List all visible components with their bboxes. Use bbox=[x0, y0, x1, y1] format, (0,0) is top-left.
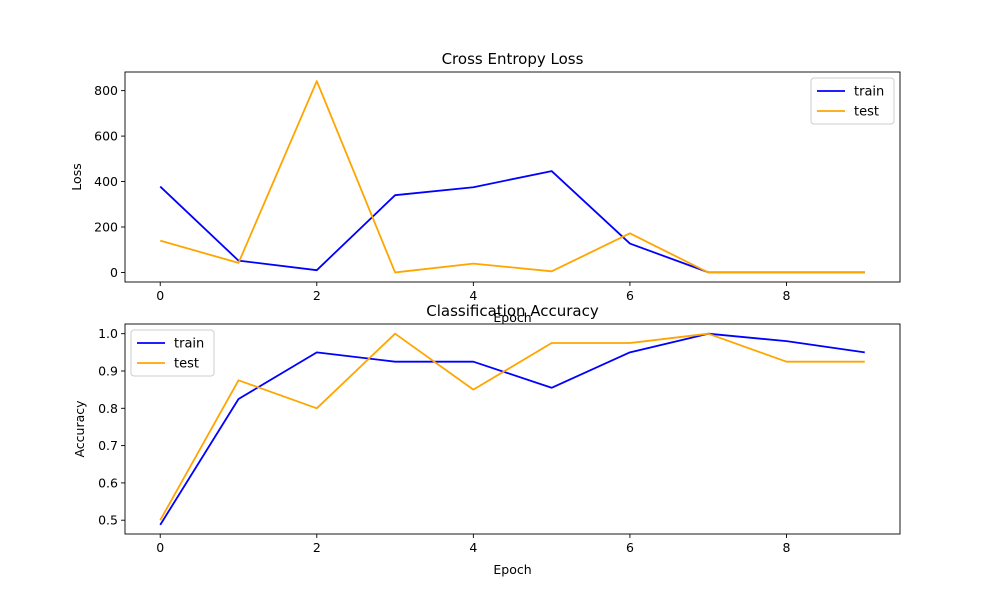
legend-label-train: train bbox=[174, 337, 204, 352]
plot-area: 0 2 4 6 8 0 200 400 600 800 train test bbox=[94, 71, 901, 303]
loss-chart: Cross Entropy Loss Epoch Loss 0 2 4 6 8 0 200 4… bbox=[69, 50, 901, 325]
y-tick-label: 0.6 bbox=[98, 475, 118, 490]
x-axis-label: Epoch bbox=[493, 562, 531, 577]
y-axis-label: Loss bbox=[69, 163, 84, 190]
accuracy-chart: Classification Accuracy Epoch Accuracy 0… bbox=[72, 302, 901, 577]
x-tick-label: 6 bbox=[626, 540, 634, 555]
legend: train test bbox=[130, 329, 215, 377]
y-tick-label: 0.5 bbox=[98, 513, 118, 528]
x-tick-label: 0 bbox=[156, 288, 164, 303]
x-tick-label: 2 bbox=[313, 540, 321, 555]
legend-box bbox=[130, 329, 215, 377]
y-axis-label: Accuracy bbox=[72, 400, 87, 458]
x-tick-label: 4 bbox=[469, 288, 477, 303]
legend-label-train: train bbox=[854, 85, 884, 100]
plot-area: 0 2 4 6 8 0.5 0.6 0.7 0.8 0.9 1.0 train test bbox=[98, 323, 901, 555]
y-tick-label: 800 bbox=[94, 83, 118, 98]
y-tick-label: 1.0 bbox=[98, 326, 118, 341]
series-line-train bbox=[159, 170, 865, 274]
y-tick-label: 0.7 bbox=[98, 438, 118, 453]
axes-frame bbox=[124, 323, 901, 535]
legend-box bbox=[810, 77, 895, 125]
x-axis-label: Epoch bbox=[493, 310, 531, 325]
y-tick-label: 400 bbox=[94, 174, 118, 189]
x-tick-label: 8 bbox=[783, 288, 791, 303]
axes-frame bbox=[124, 71, 901, 283]
y-tick-label: 0.8 bbox=[98, 401, 118, 416]
y-tick-label: 0 bbox=[110, 265, 118, 280]
series-line-test bbox=[159, 332, 865, 521]
x-tick-label: 2 bbox=[313, 288, 321, 303]
y-tick-label: 200 bbox=[94, 220, 118, 235]
x-tick-label: 4 bbox=[469, 540, 477, 555]
legend-label-test: test bbox=[854, 105, 879, 120]
y-tick-label: 600 bbox=[94, 129, 118, 144]
legend: train test bbox=[810, 77, 895, 125]
series-line-test bbox=[159, 80, 865, 274]
series-line-train bbox=[159, 332, 865, 526]
legend-label-test: test bbox=[174, 357, 199, 372]
x-tick-label: 0 bbox=[156, 540, 164, 555]
y-tick-label: 0.9 bbox=[98, 363, 118, 378]
x-tick-label: 8 bbox=[783, 540, 791, 555]
x-tick-label: 6 bbox=[626, 288, 634, 303]
chart-title: Cross Entropy Loss bbox=[442, 50, 584, 68]
chart-title: Classification Accuracy bbox=[426, 302, 599, 320]
